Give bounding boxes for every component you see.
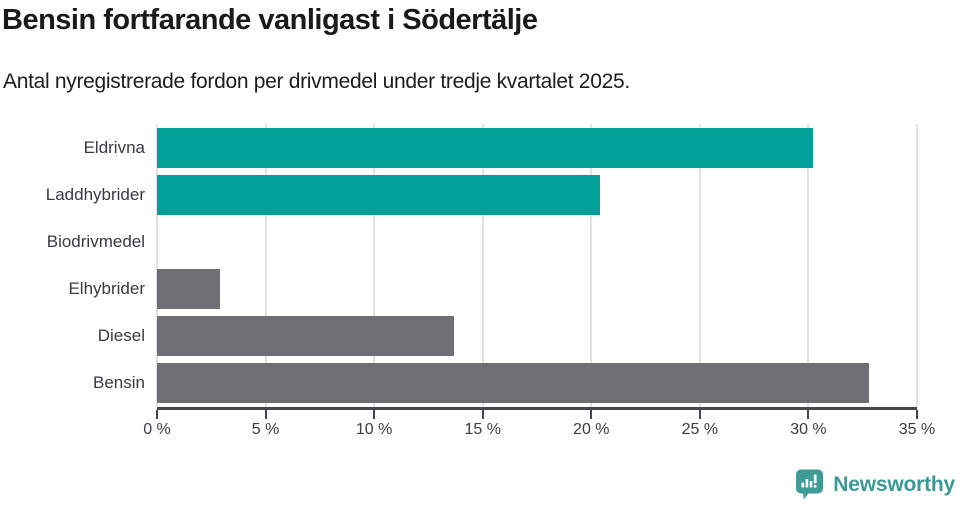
gridline bbox=[916, 124, 918, 407]
bar-elhybrider bbox=[157, 269, 220, 310]
axis-tick-label: 10 % bbox=[355, 421, 393, 438]
page-subtitle: Antal nyregistrerade fordon per drivmede… bbox=[3, 70, 630, 93]
axis-tick bbox=[373, 410, 376, 419]
axis-tick-label: 15 % bbox=[464, 421, 501, 438]
newsworthy-brand-link[interactable]: Newsworthy bbox=[794, 468, 955, 501]
bar-row bbox=[157, 124, 917, 171]
bar-diesel bbox=[157, 316, 455, 357]
gridline bbox=[481, 124, 484, 407]
axis-tick bbox=[698, 410, 701, 419]
axis-tick-label: 0 % bbox=[143, 421, 171, 438]
bar-eldrivna bbox=[157, 127, 813, 168]
axis-tick-label: 30 % bbox=[790, 421, 827, 438]
bar-row bbox=[157, 171, 917, 218]
axis-tick-label: 25 % bbox=[681, 421, 719, 438]
gridline bbox=[264, 124, 267, 407]
category-labels: Eldrivna Laddhybrider Biodrivmedel Elhybrid… bbox=[0, 124, 145, 407]
axis-tick-label: 5 % bbox=[251, 421, 280, 438]
gridline bbox=[698, 124, 701, 407]
gridline bbox=[807, 124, 810, 407]
bar-row bbox=[157, 360, 917, 407]
category-label: Laddhybrider bbox=[45, 184, 145, 204]
gridline bbox=[590, 124, 593, 407]
bar-laddhybrider bbox=[157, 174, 600, 215]
axis-tick bbox=[916, 410, 918, 419]
axis-tick-label: 35 % bbox=[898, 421, 936, 438]
axis-tick bbox=[807, 410, 810, 419]
category-label: Eldrivna bbox=[83, 137, 145, 157]
category-label: Biodrivmedel bbox=[46, 231, 145, 251]
axis-tick bbox=[156, 410, 158, 419]
x-axis: 0 % 5 % 10 % 15 % 20 % 25 % 30 % 35 % bbox=[143, 410, 935, 450]
category-label: Elhybrider bbox=[68, 279, 145, 299]
bar-rows bbox=[157, 124, 917, 407]
category-label: Diesel bbox=[97, 326, 145, 346]
bar-row bbox=[157, 266, 917, 313]
page-title: Bensin fortfarande vanligast i Södertälj… bbox=[2, 4, 538, 36]
bar-row bbox=[157, 313, 917, 360]
category-label: Bensin bbox=[93, 373, 145, 393]
gridline bbox=[373, 124, 376, 407]
gridline bbox=[156, 124, 158, 407]
newsworthy-logo-icon bbox=[794, 468, 825, 501]
bar-bensin bbox=[157, 363, 870, 404]
plot-area bbox=[156, 124, 918, 410]
brand-name: Newsworthy bbox=[833, 472, 955, 496]
bar-row bbox=[157, 218, 917, 265]
axis-tick bbox=[590, 410, 593, 419]
axis-tick bbox=[481, 410, 484, 419]
axis-tick-label: 20 % bbox=[573, 421, 610, 438]
axis-tick bbox=[264, 410, 267, 419]
